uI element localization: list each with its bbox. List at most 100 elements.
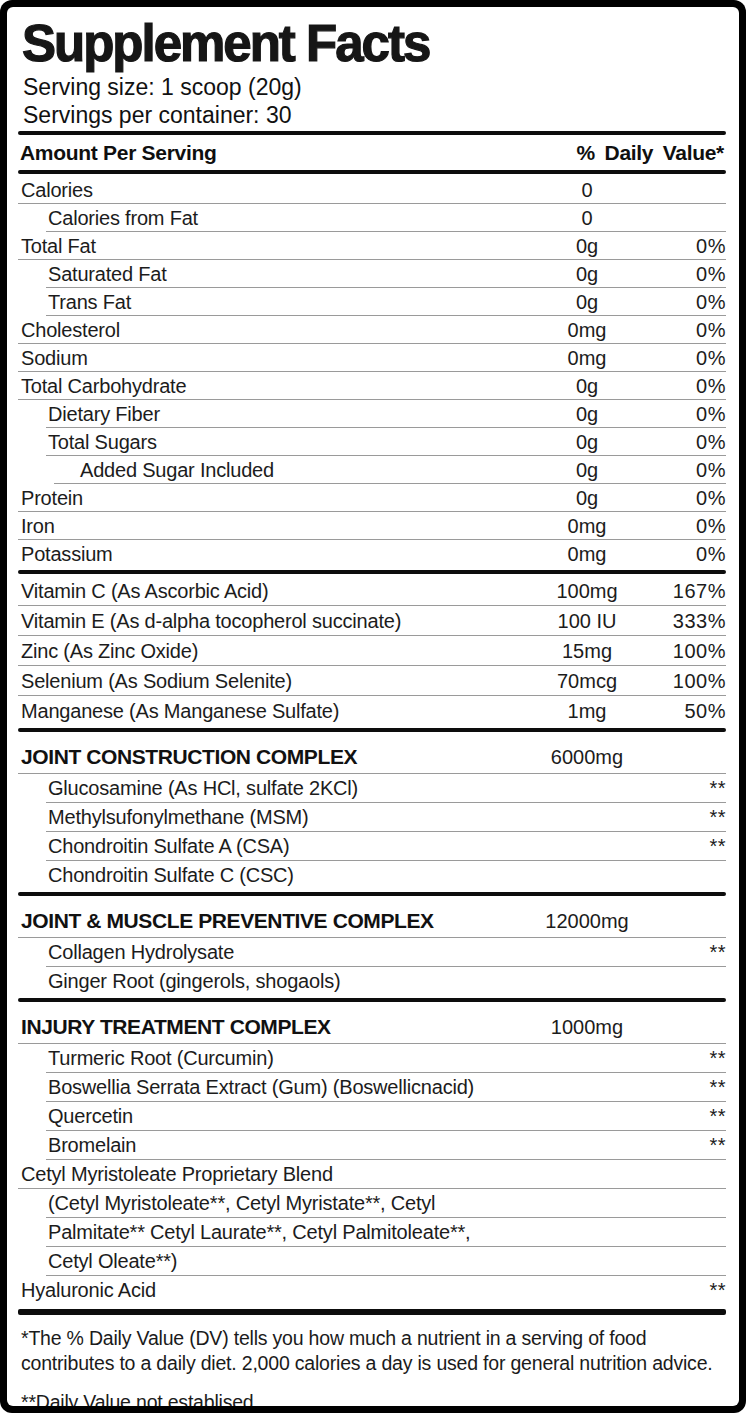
nutrient-daily-value: 0% [662, 431, 726, 454]
nutrient-daily-value: 100% [662, 670, 726, 693]
nutrient-label: Hyaluronic Acid [18, 1279, 512, 1302]
nutrient-daily-value: 0% [662, 319, 726, 342]
nutrient-row: Total Carbohydrate0g0% [18, 372, 726, 400]
nutrient-daily-value: 0% [662, 375, 726, 398]
nutrient-label: Glucosamine (As HCl, sulfate 2KCl) [18, 777, 512, 800]
nutrient-row: Protein0g0% [18, 484, 726, 512]
divider-bar-section [18, 892, 726, 896]
nutrient-row: Calories0 [18, 176, 726, 204]
divider-bar-section [18, 570, 726, 574]
nutrient-label: Saturated Fat [18, 263, 512, 286]
nutrient-row: Chondroitin Sulfate C (CSC) [18, 861, 726, 890]
nutrient-amount: 70mcg [512, 670, 662, 693]
divider-bar-header [18, 170, 726, 174]
nutrient-row: Cetyl Oleate**) [18, 1247, 726, 1276]
nutrient-label: Ginger Root (gingerols, shogaols) [18, 970, 512, 993]
nutrient-label: Calories from Fat [18, 207, 512, 230]
nutrient-label: JOINT & MUSCLE PREVENTIVE COMPLEX [18, 909, 512, 933]
nutrient-label: Zinc (As Zinc Oxide) [18, 640, 512, 663]
nutrient-daily-value: 0% [662, 291, 726, 314]
nutrient-daily-value: ** [662, 806, 726, 829]
nutrient-amount: 0g [512, 459, 662, 482]
nutrient-daily-value: ** [662, 1134, 726, 1157]
nutrient-row: Trans Fat0g0% [18, 288, 726, 316]
nutrient-amount: 0g [512, 263, 662, 286]
nutrient-label: (Cetyl Myristoleate**, Cetyl Myristate**… [18, 1192, 512, 1215]
nutrient-row: Sodium0mg0% [18, 344, 726, 372]
nutrient-row: Zinc (As Zinc Oxide)15mg100% [18, 636, 726, 666]
nutrient-amount: 100 IU [512, 610, 662, 633]
nutrient-row: Total Fat0g0% [18, 232, 726, 260]
nutrient-label: Quercetin [18, 1105, 512, 1128]
nutrient-amount: 0mg [512, 319, 662, 342]
nutrient-amount: 0g [512, 403, 662, 426]
nutrient-daily-value: 0% [662, 403, 726, 426]
nutrient-daily-value: 0% [662, 263, 726, 286]
nutrient-daily-value: ** [662, 1279, 726, 1302]
nutrient-daily-value: 0% [662, 347, 726, 370]
nutrient-row: Saturated Fat0g0% [18, 260, 726, 288]
nutrient-row: Vitamin C (As Ascorbic Acid)100mg167% [18, 576, 726, 606]
nutrient-row: Cholesterol0mg0% [18, 316, 726, 344]
nutrient-label: Boswellia Serrata Extract (Gum) (Boswell… [18, 1076, 512, 1099]
serving-size: Serving size: 1 scoop (20g) [18, 73, 726, 101]
nutrient-daily-value: 0% [662, 543, 726, 566]
nutrient-daily-value: 0% [662, 459, 726, 482]
nutrient-label: Total Carbohydrate [18, 375, 512, 398]
nutrient-row: Total Sugars0g0% [18, 428, 726, 456]
column-header-row: Amount Per Serving % Daily Value* [18, 137, 726, 168]
complex-header-row: INJURY TREATMENT COMPLEX1000mg [18, 1004, 726, 1044]
nutrient-amount: 0mg [512, 515, 662, 538]
nutrient-daily-value: ** [662, 1105, 726, 1128]
nutrient-daily-value: 0% [662, 515, 726, 538]
nutrient-daily-value: 50% [662, 700, 726, 723]
nutrient-amount: 15mg [512, 640, 662, 663]
facts-body: Calories0Calories from Fat0Total Fat0g0%… [18, 176, 726, 1305]
nutrient-label: JOINT CONSTRUCTION COMPLEX [18, 745, 512, 769]
nutrient-label: Total Fat [18, 235, 512, 258]
nutrient-row: Palmitate** Cetyl Laurate**, Cetyl Palmi… [18, 1218, 726, 1247]
divider-bar-footnote [18, 1309, 726, 1315]
nutrient-label: Cetyl Myristoleate Proprietary Blend [18, 1163, 512, 1186]
nutrient-daily-value: ** [662, 777, 726, 800]
nutrient-label: Vitamin C (As Ascorbic Acid) [18, 580, 512, 603]
complex-header-row: JOINT & MUSCLE PREVENTIVE COMPLEX12000mg [18, 898, 726, 938]
nutrient-row: Added Sugar Included0g0% [18, 456, 726, 484]
nutrient-amount: 0mg [512, 347, 662, 370]
nutrient-row: Chondroitin Sulfate A (CSA)** [18, 832, 726, 861]
nutrient-daily-value: 167% [662, 580, 726, 603]
nutrient-amount: 0g [512, 487, 662, 510]
nutrient-amount: 1mg [512, 700, 662, 723]
nutrient-label: Bromelain [18, 1134, 512, 1157]
nutrient-amount: 0g [512, 235, 662, 258]
complex-header-row: JOINT CONSTRUCTION COMPLEX6000mg [18, 734, 726, 774]
daily-value-header: % Daily Value* [577, 141, 724, 165]
nutrient-amount: 0 [512, 207, 662, 230]
nutrient-label: Vitamin E (As d-alpha tocopherol succina… [18, 610, 512, 633]
nutrient-daily-value: 100% [662, 640, 726, 663]
nutrient-amount: 6000mg [512, 746, 662, 769]
nutrient-row: Iron0mg0% [18, 512, 726, 540]
nutrient-daily-value: ** [662, 1047, 726, 1070]
nutrient-daily-value: 333% [662, 610, 726, 633]
nutrient-label: Palmitate** Cetyl Laurate**, Cetyl Palmi… [18, 1221, 512, 1244]
nutrient-amount: 100mg [512, 580, 662, 603]
nutrient-amount: 0g [512, 431, 662, 454]
servings-per-container: Servings per container: 30 [18, 101, 726, 129]
nutrient-label: Sodium [18, 347, 512, 370]
nutrient-daily-value: 0% [662, 487, 726, 510]
label-content: Supplement Facts Serving size: 1 scoop (… [7, 7, 739, 1406]
nutrient-row: Quercetin ** [18, 1102, 726, 1131]
nutrient-label: Protein [18, 487, 512, 510]
nutrient-daily-value: ** [662, 1076, 726, 1099]
nutrient-row: Vitamin E (As d-alpha tocopherol succina… [18, 606, 726, 636]
daily-value-footnote: *The % Daily Value (DV) tells you how mu… [18, 1317, 726, 1377]
nutrient-label: INJURY TREATMENT COMPLEX [18, 1015, 512, 1039]
nutrient-label: Methylsufonylmethane (MSM) [18, 806, 512, 829]
nutrient-daily-value: ** [662, 835, 726, 858]
nutrient-amount: 0 [512, 179, 662, 202]
nutrient-row: Manganese (As Manganese Sulfate)1mg50% [18, 696, 726, 726]
nutrient-label: Added Sugar Included [18, 459, 512, 482]
nutrient-label: Selenium (As Sodium Selenite) [18, 670, 512, 693]
not-established-footnote: **Daily Value not establised. [18, 1377, 726, 1406]
